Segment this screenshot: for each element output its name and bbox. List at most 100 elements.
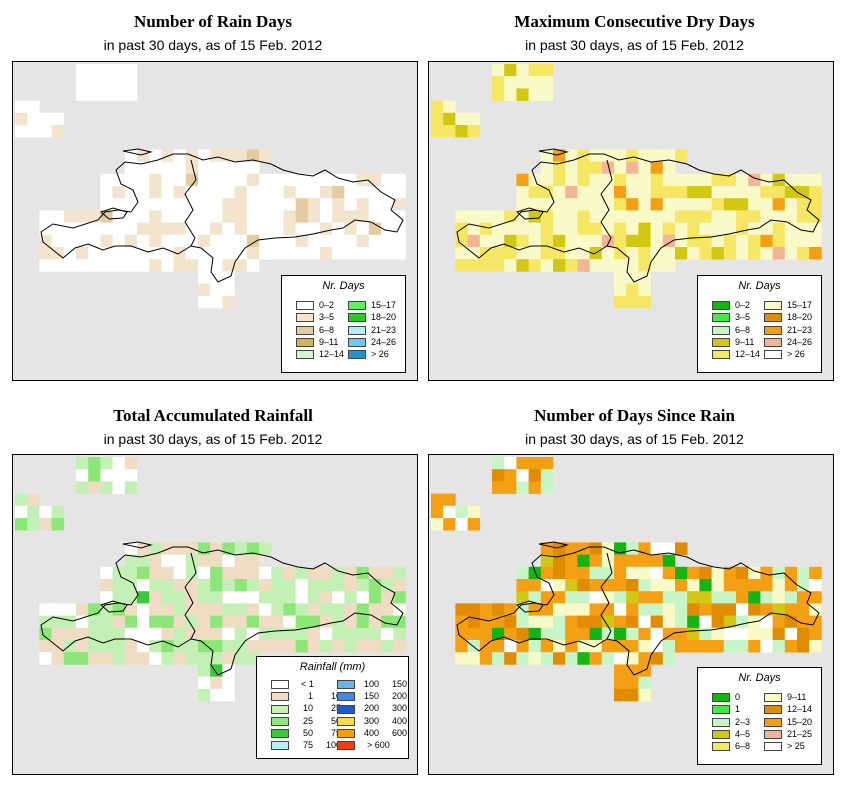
grid-cell xyxy=(626,173,639,187)
grid-cell xyxy=(259,247,272,260)
grid-cell xyxy=(675,566,688,580)
grid-cell xyxy=(295,603,309,616)
legend-swatch xyxy=(271,704,289,714)
grid-cell xyxy=(271,615,284,629)
grid-cell xyxy=(271,222,284,236)
grid-cell xyxy=(540,457,554,470)
grid-cell xyxy=(528,88,542,101)
grid-cell xyxy=(344,173,357,187)
grid-cell xyxy=(540,591,554,604)
grid-cell xyxy=(528,652,542,665)
grid-cell xyxy=(809,615,822,629)
grid-cell xyxy=(100,259,113,272)
grid-cell xyxy=(246,603,260,616)
grid-cell xyxy=(137,603,150,616)
grid-cell xyxy=(797,247,810,260)
grid-cell xyxy=(27,125,40,138)
grid-cell xyxy=(246,579,260,592)
legend-swatch xyxy=(712,337,730,347)
grid-cell xyxy=(63,615,77,629)
grid-cell xyxy=(356,591,370,604)
grid-cell xyxy=(76,234,89,248)
grid-cell xyxy=(124,234,138,248)
grid-cell xyxy=(687,566,700,580)
grid-cell xyxy=(198,210,211,223)
legend-item: 12–14 xyxy=(712,349,760,360)
grid-cell xyxy=(283,247,296,260)
grid-cell xyxy=(283,186,296,199)
grid-cell xyxy=(601,210,615,223)
grid-cell xyxy=(368,173,382,187)
grid-cell xyxy=(222,259,235,272)
grid-cell xyxy=(356,198,370,211)
grid-cell xyxy=(393,173,406,187)
country-border xyxy=(600,552,613,640)
grid-cell xyxy=(112,210,126,223)
grid-cell xyxy=(492,469,505,482)
grid-cell xyxy=(344,247,357,260)
grid-cell xyxy=(137,186,150,199)
grid-cell xyxy=(540,542,554,555)
grid-cell xyxy=(809,234,822,248)
legend-label: 6–8 xyxy=(735,740,751,751)
grid-cell xyxy=(295,591,309,604)
grid-cell xyxy=(356,222,370,236)
grid-cell xyxy=(614,259,627,272)
grid-cell xyxy=(137,652,150,665)
grid-cell xyxy=(736,579,749,592)
grid-cell xyxy=(198,234,211,248)
grid-cell xyxy=(307,615,321,629)
grid-cell xyxy=(222,591,235,604)
grid-cell xyxy=(565,234,578,248)
grid-cell xyxy=(63,603,77,616)
grid-cell xyxy=(246,566,260,580)
grid-cell xyxy=(100,615,113,629)
grid-cell xyxy=(553,198,566,211)
panel-days-since-rain: Number of Days Since Rain in past 30 day… xyxy=(416,395,853,793)
grid-cell xyxy=(711,579,725,592)
island-outline xyxy=(538,148,569,156)
grid-cell xyxy=(565,173,578,187)
grid-cell xyxy=(723,579,737,592)
grid-cell xyxy=(320,222,333,236)
grid-cell xyxy=(356,640,370,653)
grid-cell xyxy=(601,186,615,199)
grid-cell xyxy=(124,591,138,604)
grid-cell xyxy=(39,640,52,653)
grid-cell xyxy=(467,518,481,531)
grid-cell xyxy=(528,603,542,616)
grid-cell xyxy=(100,579,113,592)
legend-swatch xyxy=(348,325,366,335)
grid-cell xyxy=(295,210,309,223)
grid-cell xyxy=(492,481,505,494)
grid-cell xyxy=(88,76,101,89)
grid-cell xyxy=(198,652,211,665)
grid-cell xyxy=(295,198,309,211)
grid-cell xyxy=(137,149,150,162)
grid-cell xyxy=(124,542,138,555)
grid-cell xyxy=(504,234,517,248)
grid-cell xyxy=(246,210,260,223)
grid-cell xyxy=(356,186,370,199)
island-outline xyxy=(516,600,544,613)
grid-cell xyxy=(638,640,651,653)
grid-cell xyxy=(784,603,798,616)
grid-cell xyxy=(88,247,101,260)
legend-label: > 26 xyxy=(787,348,805,359)
grid-cell xyxy=(381,222,394,236)
legend-swatch xyxy=(337,728,355,738)
grid-cell xyxy=(234,603,248,616)
grid-cell xyxy=(15,100,28,114)
grid-cell xyxy=(601,579,615,592)
legend-range-to: 100 xyxy=(325,740,341,750)
grid-cell xyxy=(295,234,309,248)
grid-cell xyxy=(161,566,174,580)
grid-cell xyxy=(601,247,615,260)
grid-cell xyxy=(614,664,627,677)
grid-cell xyxy=(638,676,651,690)
grid-cell xyxy=(210,173,223,187)
grid-cell xyxy=(589,259,603,272)
grid-cell xyxy=(320,198,333,211)
grid-cell xyxy=(699,186,712,199)
grid-cell xyxy=(650,566,664,580)
